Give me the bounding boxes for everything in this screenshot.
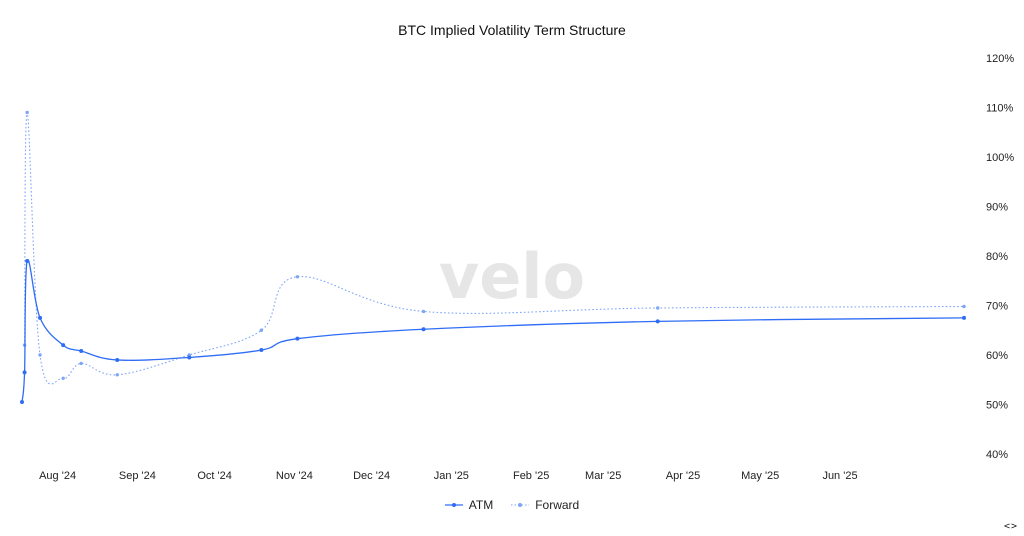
data-point-forward bbox=[421, 309, 426, 314]
legend-item-atm[interactable]: ATM bbox=[444, 498, 494, 512]
y-tick-label: 110% bbox=[986, 103, 1014, 115]
data-point-forward bbox=[25, 110, 29, 115]
x-tick-label: May '25 bbox=[741, 470, 779, 482]
velo-watermark: velo bbox=[439, 240, 585, 313]
data-point-atm bbox=[79, 349, 84, 354]
data-point-forward bbox=[115, 373, 119, 377]
y-tick-label: 80% bbox=[986, 251, 1008, 263]
data-point-atm bbox=[22, 370, 27, 375]
y-tick-label: 60% bbox=[986, 350, 1008, 362]
chart-nav-arrows[interactable]: <> bbox=[1003, 521, 1018, 532]
data-point-atm bbox=[61, 343, 66, 348]
data-point-forward bbox=[79, 361, 83, 366]
y-tick-label: 50% bbox=[986, 400, 1008, 412]
data-point-forward bbox=[259, 328, 264, 332]
data-point-forward bbox=[962, 304, 966, 309]
x-tick-label: Mar '25 bbox=[585, 470, 621, 482]
data-point-atm bbox=[655, 319, 660, 324]
y-tick-label: 40% bbox=[986, 449, 1008, 461]
data-point-atm bbox=[25, 258, 30, 263]
data-point-atm bbox=[962, 315, 966, 320]
x-tick-label: Aug '24 bbox=[39, 470, 76, 482]
data-point-atm bbox=[38, 315, 43, 320]
y-axis: 40% 50% 60% 70% 80% 90% 100% 110% 120% bbox=[986, 53, 1014, 461]
series-layer bbox=[20, 110, 966, 405]
y-tick-label: 100% bbox=[986, 152, 1014, 164]
data-point-atm bbox=[115, 357, 120, 362]
data-point-forward bbox=[295, 275, 300, 279]
data-point-atm bbox=[187, 355, 192, 360]
data-point-atm bbox=[295, 336, 300, 341]
x-tick-label: Apr '25 bbox=[666, 470, 701, 482]
data-point-atm bbox=[20, 400, 24, 405]
legend-label-atm: ATM bbox=[468, 498, 494, 512]
chart-title: BTC Implied Volatility Term Structure bbox=[398, 22, 626, 38]
y-tick-label: 90% bbox=[986, 202, 1008, 214]
data-point-forward bbox=[38, 353, 42, 357]
x-tick-label: Jan '25 bbox=[434, 470, 469, 482]
x-tick-label: Sep '24 bbox=[119, 470, 156, 482]
x-axis: Aug '24 Sep '24 Oct '24 Nov '24 Dec '24 Jan '… bbox=[39, 470, 857, 482]
y-tick-label: 70% bbox=[986, 301, 1008, 313]
legend-item-forward[interactable]: Forward bbox=[511, 498, 579, 512]
forward-line-icon bbox=[511, 503, 530, 507]
x-tick-label: Feb '25 bbox=[513, 470, 549, 482]
legend-label-forward: Forward bbox=[535, 498, 580, 512]
atm-line-icon bbox=[444, 503, 463, 507]
data-point-forward bbox=[61, 376, 65, 380]
x-tick-label: Dec '24 bbox=[353, 470, 390, 482]
x-tick-label: Nov '24 bbox=[276, 470, 313, 482]
x-tick-label: Jun '25 bbox=[822, 470, 857, 482]
data-point-forward bbox=[656, 306, 660, 310]
x-tick-label: Oct '24 bbox=[197, 470, 232, 482]
data-point-atm bbox=[259, 348, 264, 353]
data-point-atm bbox=[421, 327, 426, 332]
legend: ATM Forward bbox=[0, 498, 1024, 512]
y-tick-label: 120% bbox=[986, 53, 1014, 65]
